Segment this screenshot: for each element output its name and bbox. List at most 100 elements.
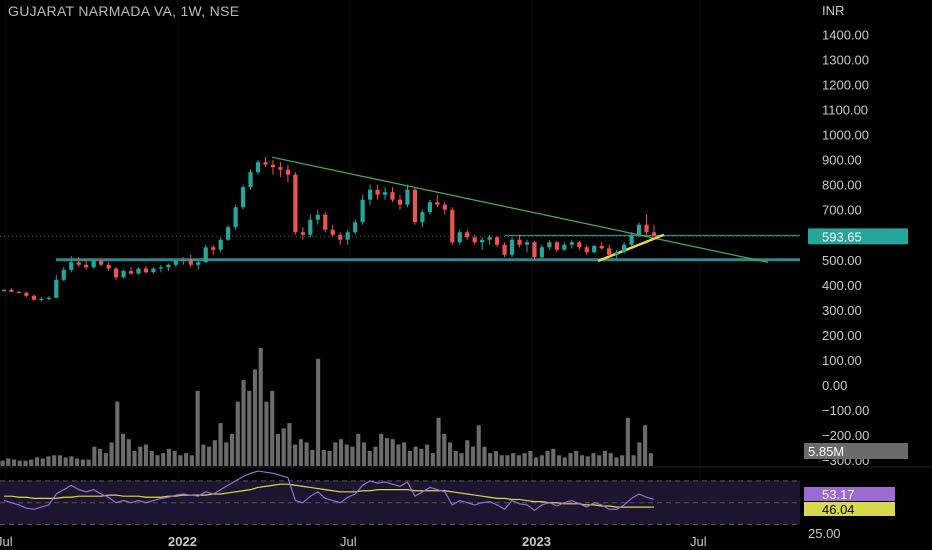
candle-body	[173, 261, 178, 265]
price-tick-label: 900.00	[822, 153, 862, 168]
volume-bar	[75, 458, 80, 466]
candle-body	[69, 262, 74, 270]
volume-bar	[270, 390, 275, 466]
volume-bar	[69, 456, 74, 466]
volume-bar	[585, 456, 590, 466]
candle-body	[61, 269, 66, 280]
time-axis: Jul 2022 Jul 2023 Jul	[0, 534, 707, 549]
candle-body	[285, 169, 291, 175]
volume-bar	[614, 457, 619, 466]
volume-bar	[166, 448, 172, 466]
candle-body	[397, 199, 403, 205]
candle-body	[412, 189, 418, 223]
volume-bar	[528, 450, 533, 466]
price-tick-label: −100.00	[822, 403, 869, 418]
candle-body	[106, 264, 111, 269]
candle-body	[158, 267, 163, 269]
rsi-tick-label: 25.00	[808, 526, 841, 541]
candle-body	[360, 199, 365, 223]
candle-body	[39, 298, 44, 301]
volume-bar	[138, 446, 143, 466]
volume-bar	[356, 433, 361, 466]
candle-body	[1, 289, 7, 292]
candle-body	[584, 247, 589, 253]
currency-label: INR	[822, 3, 845, 18]
volume-bar	[327, 450, 332, 466]
candle-body	[569, 242, 574, 245]
volume-bar	[373, 446, 378, 466]
volume-bar	[178, 455, 183, 466]
volume-bar	[333, 442, 338, 466]
candles	[1, 157, 657, 302]
candle-body	[263, 162, 268, 165]
candle-body	[54, 279, 59, 298]
candle-body	[420, 212, 425, 223]
candle-body	[592, 246, 597, 253]
volume-bar	[149, 450, 154, 466]
volume-bar	[11, 459, 17, 466]
volume-bar	[321, 449, 326, 466]
time-tick-label: 2023	[522, 534, 551, 549]
volume-bar	[350, 446, 355, 466]
volume-bar	[184, 453, 189, 466]
volume-bar	[551, 448, 556, 466]
volume-bar	[103, 453, 108, 466]
rsi-value-badge	[804, 487, 895, 501]
volume-bar	[143, 444, 149, 466]
volume-bar	[597, 455, 602, 466]
volume-bar	[534, 457, 539, 466]
candle-body	[24, 292, 29, 296]
time-tick-label: Jul	[340, 534, 357, 549]
volume-bar	[218, 423, 223, 466]
candle-body	[188, 259, 193, 265]
volume-bar	[46, 456, 51, 466]
candle-body	[181, 259, 186, 262]
volume-bar	[574, 450, 579, 466]
volume-bar	[212, 440, 217, 466]
price-tick-label: 800.00	[822, 178, 862, 193]
volume-bar	[98, 448, 103, 466]
candle-body	[121, 271, 126, 278]
volume-bar	[511, 453, 516, 466]
volume-bar	[453, 450, 458, 466]
candle-body	[136, 268, 141, 274]
candle-body	[16, 291, 22, 294]
volume-bar	[482, 446, 487, 466]
candle-body	[472, 237, 477, 243]
volume-bar	[516, 455, 521, 466]
candle-body	[270, 164, 276, 168]
volume-bar	[275, 433, 281, 466]
candle-body	[636, 224, 642, 235]
candle-body	[367, 189, 373, 200]
rsi-line	[3, 470, 655, 512]
candle-body	[599, 246, 604, 249]
volume-bar	[298, 439, 303, 466]
candle-body	[203, 247, 208, 263]
volume-bar	[562, 457, 567, 466]
candle-body	[450, 209, 455, 243]
volume-bar	[425, 444, 430, 466]
candle-body	[84, 264, 89, 268]
volume-bar	[522, 453, 527, 466]
rsi-value-label: 53.17	[822, 487, 855, 502]
volume-bar	[120, 433, 126, 466]
volume-bar	[488, 453, 493, 466]
volume-bar	[52, 455, 57, 466]
candle-body	[46, 297, 51, 300]
candle-body	[382, 192, 388, 195]
volume-bar	[465, 440, 470, 466]
price-tick-label: 700.00	[822, 203, 862, 218]
candle-body	[151, 268, 156, 273]
volume-bar	[304, 442, 309, 466]
candle-body	[226, 227, 231, 240]
volume-bar	[625, 417, 630, 466]
volume-bar	[447, 442, 453, 466]
volume-bar	[436, 417, 441, 466]
candle-body	[390, 192, 395, 200]
rsi-ma-label: 46.04	[822, 502, 855, 517]
volume-bar	[132, 450, 137, 466]
time-tick-label: Jul	[690, 534, 707, 549]
candle-body	[91, 261, 96, 268]
